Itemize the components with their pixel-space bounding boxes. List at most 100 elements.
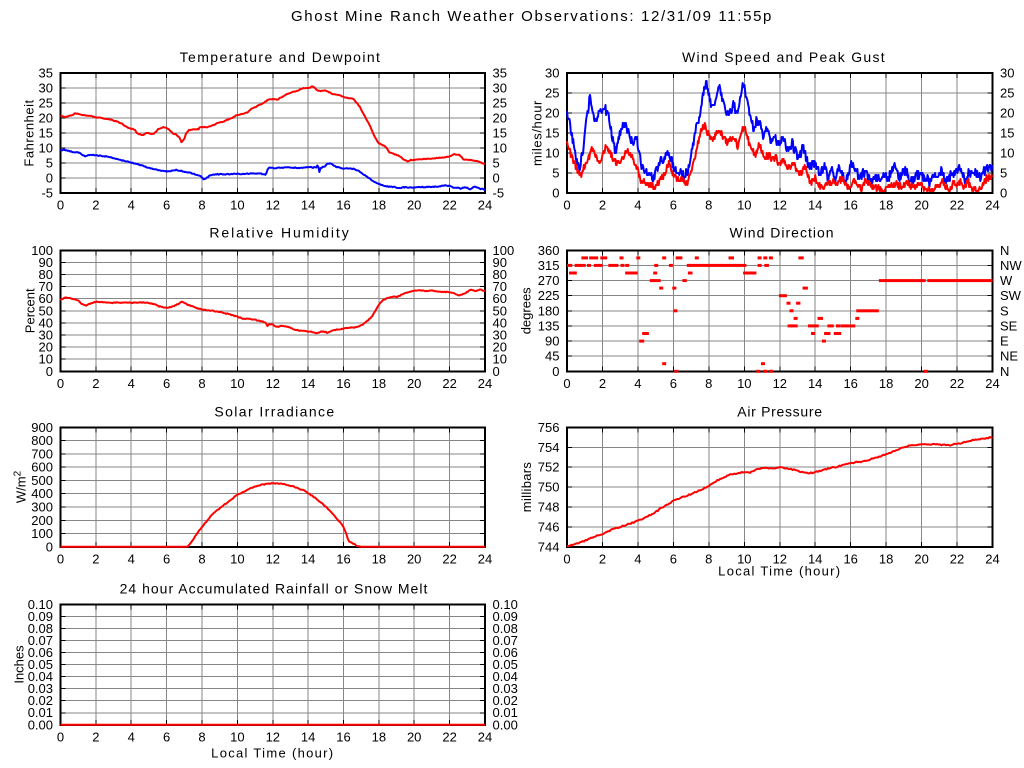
svg-text:0.08: 0.08 [28,621,53,636]
svg-text:Fahrenheit: Fahrenheit [22,99,37,166]
svg-text:100: 100 [31,526,53,541]
svg-text:225: 225 [538,288,560,303]
svg-text:0.06: 0.06 [28,645,53,660]
svg-text:-5: -5 [493,186,505,201]
svg-text:180: 180 [538,303,560,318]
svg-text:0.09: 0.09 [493,609,518,624]
svg-text:12: 12 [266,376,280,391]
svg-text:5: 5 [552,166,559,181]
svg-text:40: 40 [39,315,53,330]
svg-text:20: 20 [914,376,928,391]
svg-text:300: 300 [31,500,53,515]
svg-text:W/m2: W/m2 [13,470,29,503]
svg-text:35: 35 [39,66,53,81]
svg-text:4: 4 [634,376,641,391]
svg-text:6: 6 [670,376,677,391]
svg-text:6: 6 [670,198,677,213]
svg-text:20: 20 [545,106,559,121]
svg-text:6: 6 [163,551,170,566]
svg-text:4: 4 [128,376,135,391]
svg-text:12: 12 [266,551,280,566]
svg-text:15: 15 [493,126,507,141]
svg-text:22: 22 [442,376,456,391]
svg-text:270: 270 [538,273,560,288]
svg-text:70: 70 [39,279,53,294]
svg-text:S: S [1000,303,1009,318]
svg-text:0.09: 0.09 [28,609,53,624]
svg-text:756: 756 [538,420,560,435]
svg-text:135: 135 [538,318,560,333]
svg-text:12: 12 [266,729,280,744]
svg-text:15: 15 [1000,126,1014,141]
svg-text:400: 400 [31,486,53,501]
svg-text:10: 10 [230,551,244,566]
svg-text:20: 20 [407,551,421,566]
svg-text:18: 18 [879,198,893,213]
svg-text:20: 20 [407,198,421,213]
svg-text:8: 8 [705,198,712,213]
svg-text:0.00: 0.00 [493,717,518,732]
svg-text:W: W [1000,273,1013,288]
svg-text:Local Time (hour): Local Time (hour) [718,564,841,579]
svg-text:14: 14 [301,729,315,744]
svg-text:18: 18 [372,376,386,391]
svg-text:4: 4 [128,729,135,744]
svg-text:25: 25 [545,86,559,101]
svg-text:0: 0 [563,198,570,213]
svg-text:Air Pressure: Air Pressure [737,404,822,420]
svg-text:20: 20 [39,340,53,355]
svg-text:754: 754 [538,440,560,455]
svg-text:16: 16 [336,729,350,744]
svg-text:-5: -5 [41,186,53,201]
svg-text:0.07: 0.07 [493,633,518,648]
svg-text:0.04: 0.04 [493,669,518,684]
svg-text:5: 5 [493,156,500,171]
svg-text:0: 0 [57,729,64,744]
svg-text:20: 20 [914,198,928,213]
svg-text:0: 0 [46,364,53,379]
svg-text:752: 752 [538,460,560,475]
svg-text:16: 16 [336,551,350,566]
svg-text:6: 6 [163,376,170,391]
svg-text:0.10: 0.10 [493,597,518,612]
svg-text:24: 24 [985,376,999,391]
svg-text:15: 15 [545,126,559,141]
svg-text:10: 10 [737,551,751,566]
svg-text:750: 750 [538,480,560,495]
svg-text:24: 24 [478,551,492,566]
svg-text:0: 0 [493,171,500,186]
svg-text:22: 22 [950,198,964,213]
svg-text:900: 900 [31,420,53,435]
svg-text:16: 16 [843,376,857,391]
svg-text:10: 10 [493,352,507,367]
svg-text:10: 10 [39,352,53,367]
svg-text:20: 20 [407,729,421,744]
svg-text:10: 10 [737,376,751,391]
svg-text:14: 14 [808,198,822,213]
svg-text:25: 25 [493,96,507,111]
svg-text:12: 12 [266,198,280,213]
svg-text:20: 20 [407,376,421,391]
svg-text:E: E [1000,334,1009,349]
svg-text:90: 90 [493,255,507,270]
svg-text:24: 24 [985,551,999,566]
svg-text:4: 4 [128,198,135,213]
svg-text:10: 10 [737,198,751,213]
svg-text:0.08: 0.08 [493,621,518,636]
svg-text:Temperature and Dewpoint: Temperature and Dewpoint [180,49,382,65]
svg-text:0: 0 [57,551,64,566]
svg-text:6: 6 [163,729,170,744]
svg-text:2: 2 [92,198,99,213]
svg-text:8: 8 [198,551,205,566]
svg-text:22: 22 [442,198,456,213]
svg-text:20: 20 [1000,106,1014,121]
svg-text:NW: NW [1000,258,1022,273]
svg-text:0.05: 0.05 [493,657,518,672]
svg-text:18: 18 [372,729,386,744]
svg-text:200: 200 [31,513,53,528]
svg-text:0: 0 [1000,186,1007,201]
svg-text:N: N [1000,243,1009,258]
svg-text:Wind Speed and Peak Gust: Wind Speed and Peak Gust [682,49,886,65]
svg-text:30: 30 [493,328,507,343]
svg-text:miles/hour: miles/hour [529,100,544,166]
